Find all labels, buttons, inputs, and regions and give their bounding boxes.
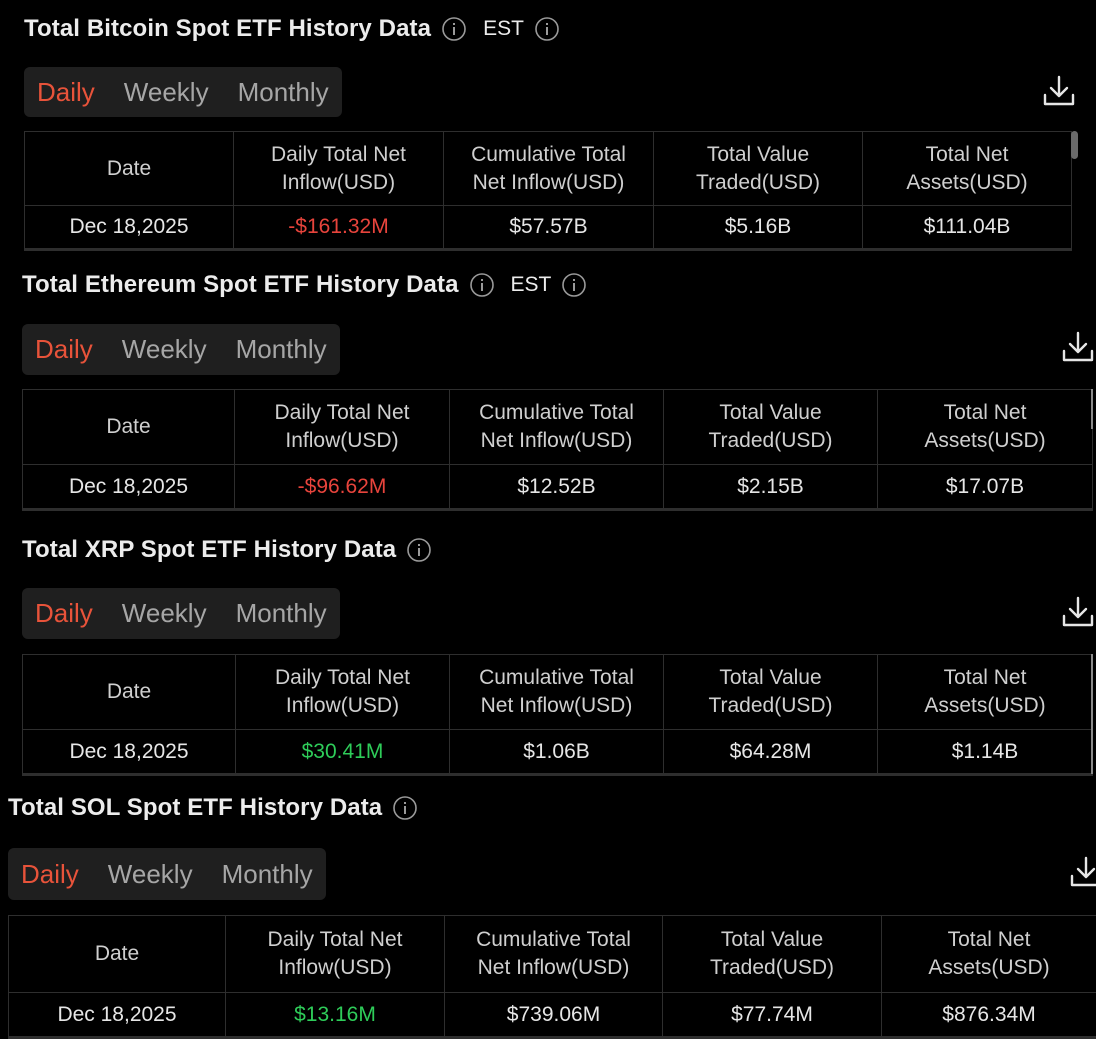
tab-daily[interactable]: Daily: [37, 76, 95, 107]
section-title: Total XRP Spot ETF History Data: [22, 536, 397, 563]
column-header-total-value-traded: Total Value Traded(USD): [662, 915, 882, 993]
section-title: Total SOL Spot ETF History Data: [8, 794, 383, 821]
column-header-date: Date: [24, 131, 234, 206]
column-header-cumulative-net-inflow: Cumulative Total Net Inflow(USD): [449, 654, 664, 730]
column-header-daily-net-inflow: Daily Total Net Inflow(USD): [233, 131, 444, 206]
timezone-info-icon[interactable]: [534, 16, 560, 42]
column-header-date: Date: [22, 389, 235, 465]
period-tabs: Daily Weekly Monthly: [22, 588, 340, 639]
info-icon[interactable]: [392, 795, 418, 821]
cell-daily-net-inflow: $30.41M: [235, 729, 450, 776]
bitcoin-etf-section: Total Bitcoin Spot ETF History Data EST …: [24, 9, 1096, 251]
section-title-row: Total Ethereum Spot ETF History Data EST: [22, 265, 587, 305]
tab-daily[interactable]: Daily: [35, 334, 93, 364]
info-icon[interactable]: [406, 537, 432, 563]
column-header-total-net-assets: Total Net Assets(USD): [881, 915, 1096, 993]
section-title-row: Total SOL Spot ETF History Data: [8, 788, 418, 828]
cell-cumulative-net-inflow: $57.57B: [443, 205, 654, 251]
cell-date: Dec 18,2025: [24, 205, 234, 251]
section-title-row: Total XRP Spot ETF History Data: [22, 530, 432, 570]
table-row: Dec 18,2025 -$96.62M $12.52B $2.15B $17.…: [22, 464, 1093, 511]
section-title: Total Ethereum Spot ETF History Data: [22, 271, 459, 298]
period-tabs: Daily Weekly Monthly: [22, 324, 340, 375]
ethereum-etf-section: Total Ethereum Spot ETF History Data EST…: [22, 265, 1096, 515]
cell-total-net-assets: $876.34M: [881, 992, 1096, 1039]
download-icon[interactable]: [1060, 329, 1096, 365]
tab-monthly[interactable]: Monthly: [237, 76, 329, 107]
xrp-etf-section: Total XRP Spot ETF History Data Daily We…: [22, 530, 1096, 776]
cell-cumulative-net-inflow: $1.06B: [449, 729, 664, 776]
column-header-total-value-traded: Total Value Traded(USD): [653, 131, 863, 206]
column-header-total-net-assets: Total Net Assets(USD): [877, 389, 1093, 465]
cell-total-net-assets: $17.07B: [877, 464, 1093, 511]
period-tabs: Daily Weekly Monthly: [8, 848, 326, 900]
tab-weekly[interactable]: Weekly: [121, 598, 207, 628]
download-icon[interactable]: [1041, 73, 1077, 109]
scroll-edge: [1091, 389, 1093, 429]
tab-monthly[interactable]: Monthly: [235, 598, 327, 628]
tab-monthly[interactable]: Monthly: [235, 334, 327, 364]
column-header-daily-net-inflow: Daily Total Net Inflow(USD): [235, 654, 450, 730]
column-header-cumulative-net-inflow: Cumulative Total Net Inflow(USD): [449, 389, 664, 465]
cell-total-value-traded: $5.16B: [653, 205, 863, 251]
cell-total-value-traded: $2.15B: [663, 464, 878, 511]
cell-total-net-assets: $111.04B: [862, 205, 1072, 251]
section-title-row: Total Bitcoin Spot ETF History Data EST: [24, 9, 560, 49]
column-header-daily-net-inflow: Daily Total Net Inflow(USD): [225, 915, 445, 993]
cell-cumulative-net-inflow: $739.06M: [444, 992, 663, 1039]
timezone-label: EST: [483, 17, 524, 40]
sol-etf-section: Total SOL Spot ETF History Data Daily We…: [8, 788, 1096, 1039]
column-header-total-net-assets: Total Net Assets(USD): [877, 654, 1093, 730]
table-row: Dec 18,2025 $30.41M $1.06B $64.28M $1.14…: [22, 729, 1093, 776]
tab-daily[interactable]: Daily: [35, 598, 93, 628]
timezone-info-icon[interactable]: [561, 272, 587, 298]
cell-daily-net-inflow: -$161.32M: [233, 205, 444, 251]
column-header-total-net-assets: Total Net Assets(USD): [862, 131, 1072, 206]
tab-weekly[interactable]: Weekly: [107, 858, 193, 889]
tab-weekly[interactable]: Weekly: [121, 334, 207, 364]
etf-history-table: Date Daily Total Net Inflow(USD) Cumulati…: [22, 389, 1093, 511]
cell-date: Dec 18,2025: [22, 729, 236, 776]
cell-total-value-traded: $64.28M: [663, 729, 878, 776]
period-tabs: Daily Weekly Monthly: [24, 67, 342, 117]
scroll-edge: [1091, 654, 1093, 774]
column-header-daily-net-inflow: Daily Total Net Inflow(USD): [234, 389, 450, 465]
cell-daily-net-inflow: -$96.62M: [234, 464, 450, 511]
table-row: Dec 18,2025 -$161.32M $57.57B $5.16B $11…: [24, 205, 1072, 251]
cell-total-net-assets: $1.14B: [877, 729, 1093, 776]
timezone-label: EST: [510, 273, 552, 296]
info-icon[interactable]: [469, 272, 495, 298]
etf-history-table: Date Daily Total Net Inflow(USD) Cumulati…: [22, 654, 1093, 776]
tab-weekly[interactable]: Weekly: [123, 76, 209, 107]
column-header-date: Date: [8, 915, 226, 993]
column-header-cumulative-net-inflow: Cumulative Total Net Inflow(USD): [443, 131, 654, 206]
cell-total-value-traded: $77.74M: [662, 992, 882, 1039]
cell-date: Dec 18,2025: [22, 464, 235, 511]
cell-cumulative-net-inflow: $12.52B: [449, 464, 664, 511]
etf-history-table: Date Daily Total Net Inflow(USD) Cumulati…: [8, 915, 1096, 1039]
column-header-date: Date: [22, 654, 236, 730]
table-row: Dec 18,2025 $13.16M $739.06M $77.74M $87…: [8, 992, 1096, 1039]
download-icon[interactable]: [1068, 854, 1096, 890]
column-header-total-value-traded: Total Value Traded(USD): [663, 654, 878, 730]
info-icon[interactable]: [441, 16, 467, 42]
section-title: Total Bitcoin Spot ETF History Data: [24, 15, 432, 42]
column-header-total-value-traded: Total Value Traded(USD): [663, 389, 878, 465]
tab-daily[interactable]: Daily: [21, 858, 79, 889]
cell-date: Dec 18,2025: [8, 992, 226, 1039]
column-header-cumulative-net-inflow: Cumulative Total Net Inflow(USD): [444, 915, 663, 993]
etf-history-table: Date Daily Total Net Inflow(USD) Cumulati…: [24, 131, 1072, 251]
tab-monthly[interactable]: Monthly: [221, 858, 313, 889]
download-icon[interactable]: [1060, 594, 1096, 630]
table-scrollbar[interactable]: [1071, 131, 1078, 159]
cell-daily-net-inflow: $13.16M: [225, 992, 445, 1039]
